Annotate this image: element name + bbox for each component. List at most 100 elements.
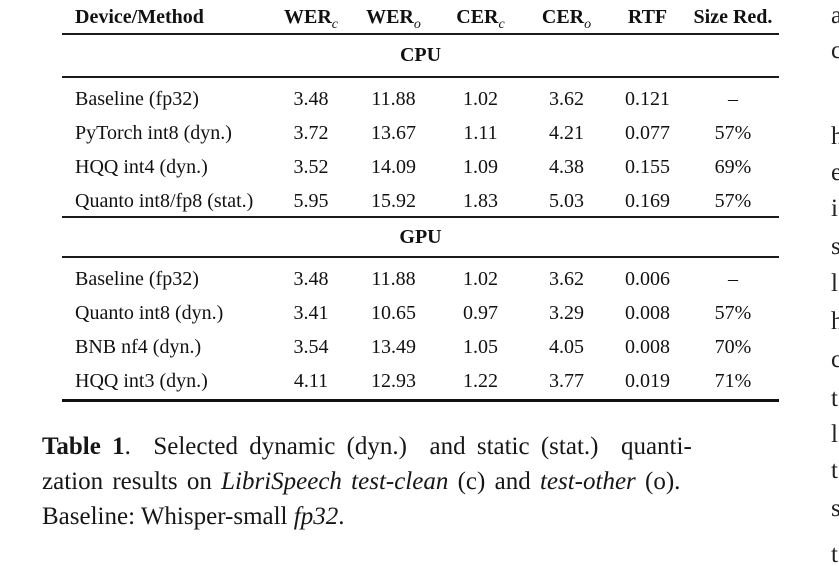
column-header-label: Size Red. (693, 5, 773, 28)
column-header-label: CER (456, 5, 499, 28)
value-cell: 11.88 (371, 88, 416, 110)
column-header-label: WER (283, 5, 332, 28)
column-header: WERc (271, 5, 351, 32)
value-cell: 5.95 (293, 190, 329, 212)
caption-segment: . Selected dynamic (dyn.) and static (st… (124, 433, 692, 460)
section-rows-gpu: Baseline (fp32) 3.48 11.88 1.02 3.62 0.006 – Qu… (62, 258, 779, 402)
value-cell: 3.48 (293, 268, 329, 290)
column-header-subscript: c (331, 16, 338, 32)
clipped-glyph: c (831, 346, 839, 373)
value-cell: 0.077 (625, 122, 670, 144)
results-table: Device/Method WERc WERo CERc CERo RTF Size Red… (62, 0, 779, 402)
table-caption: Table 1. Selected dynamic (dyn.) and sta… (42, 429, 822, 534)
value-cell: 0.97 (463, 302, 498, 324)
value-cell: 3.62 (549, 268, 584, 290)
value-cell: 3.29 (549, 302, 584, 324)
value-cell: 12.93 (371, 370, 416, 392)
value-cell: 0.006 (625, 268, 670, 290)
column-header-subscript: o (413, 16, 421, 32)
clipped-glyph: s (831, 233, 839, 260)
method-cell: Baseline (fp32) (75, 88, 199, 110)
table-row: Quanto int8/fp8 (stat.) 5.95 15.92 1.83 5.03… (62, 184, 779, 218)
clipped-glyph: t (831, 385, 838, 412)
caption-line: Table 1. Selected dynamic (dyn.) and sta… (42, 429, 822, 464)
column-header: CERc (436, 5, 525, 32)
value-cell: 1.22 (463, 370, 498, 392)
clipped-glyph: e (831, 159, 839, 186)
caption-segment: test-other (539, 468, 636, 495)
value-cell: 0.008 (625, 336, 670, 358)
clipped-glyph: l (831, 270, 838, 297)
value-cell: 14.09 (371, 156, 416, 178)
value-cell: – (728, 268, 738, 290)
caption-segment: Table 1 (42, 433, 125, 460)
value-cell: 3.41 (293, 302, 329, 324)
value-cell: 3.52 (293, 156, 329, 178)
value-cell: 3.77 (549, 370, 584, 392)
value-cell: 5.03 (549, 190, 584, 212)
caption-segment: LibriSpeech test-clean (221, 468, 449, 495)
column-header: Size Red. (687, 7, 779, 27)
table-header-row: Device/Method WERc WERo CERc CERo RTF Size Red… (62, 0, 779, 35)
value-cell: 0.169 (625, 190, 670, 212)
value-cell: 1.05 (463, 336, 498, 358)
table-row: Quanto int8 (dyn.) 3.41 10.65 0.97 3.29 0.008… (62, 296, 779, 330)
value-cell: 13.67 (371, 122, 416, 144)
table-row: HQQ int3 (dyn.) 4.11 12.93 1.22 3.77 0.019 71% (62, 364, 779, 398)
value-cell: 3.48 (293, 88, 329, 110)
column-header: Device/Method (62, 7, 271, 27)
value-cell: 57% (714, 190, 752, 212)
table-row: PyTorch int8 (dyn.) 3.72 13.67 1.11 4.21 0.07… (62, 116, 779, 150)
value-cell: 11.88 (371, 268, 416, 290)
method-cell: Quanto int8/fp8 (stat.) (75, 190, 254, 212)
method-cell: BNB nf4 (dyn.) (75, 336, 202, 358)
caption-segment: fp32 (293, 503, 339, 530)
value-cell: 4.05 (549, 336, 584, 358)
method-cell: Quanto int8 (dyn.) (75, 302, 224, 324)
value-cell: 69% (714, 156, 752, 178)
value-cell: 1.02 (463, 88, 498, 110)
clipped-glyph: t (831, 457, 838, 484)
caption-segment: . (338, 503, 345, 530)
value-cell: 71% (714, 370, 752, 392)
clipped-glyph: t (831, 541, 838, 566)
column-header-subscript: c (498, 16, 505, 32)
table-row: Baseline (fp32) 3.48 11.88 1.02 3.62 0.006 – (62, 262, 779, 296)
value-cell: 4.11 (293, 370, 329, 392)
value-cell: 0.155 (625, 156, 670, 178)
column-header: WERo (351, 7, 436, 32)
clipped-glyph: a (831, 2, 839, 29)
value-cell: 4.38 (549, 156, 584, 178)
caption-segment: zation results on (42, 468, 222, 495)
column-header-label: RTF (627, 5, 668, 28)
value-cell: 15.92 (371, 190, 416, 212)
value-cell: 57% (714, 302, 752, 324)
section-label-cpu: CPU (62, 35, 779, 78)
method-cell: HQQ int3 (dyn.) (75, 370, 208, 392)
caption-line: Baseline: Whisper-small fp32. (42, 499, 822, 534)
value-cell: 3.72 (293, 122, 329, 144)
value-cell: 57% (714, 122, 752, 144)
column-header-label: CER (541, 5, 585, 28)
method-cell: Baseline (fp32) (75, 268, 199, 290)
clipped-glyph: s (831, 495, 839, 522)
column-header: RTF (608, 7, 687, 27)
column-header: CERo (525, 5, 608, 32)
caption-segment: (c) and (448, 468, 540, 495)
clipped-glyph: i (831, 195, 838, 222)
value-cell: 1.02 (463, 268, 498, 290)
caption-segment: (o). (635, 468, 681, 495)
method-cell: HQQ int4 (dyn.) (75, 156, 208, 178)
column-header-label: Device/Method (75, 5, 204, 28)
table-row: Baseline (fp32) 3.48 11.88 1.02 3.62 0.121 – (62, 82, 779, 116)
value-cell: 3.54 (293, 336, 329, 358)
value-cell: 1.11 (463, 122, 498, 144)
caption-line: zation results on LibriSpeech test-clean… (42, 464, 822, 499)
clipped-glyph: h (831, 123, 839, 150)
value-cell: 4.21 (549, 122, 584, 144)
caption-segment: Baseline: Whisper-small (42, 503, 294, 530)
section-rows-cpu: Baseline (fp32) 3.48 11.88 1.02 3.62 0.121 – Py… (62, 78, 779, 218)
value-cell: 13.49 (371, 336, 416, 358)
value-cell: 0.008 (625, 302, 670, 324)
